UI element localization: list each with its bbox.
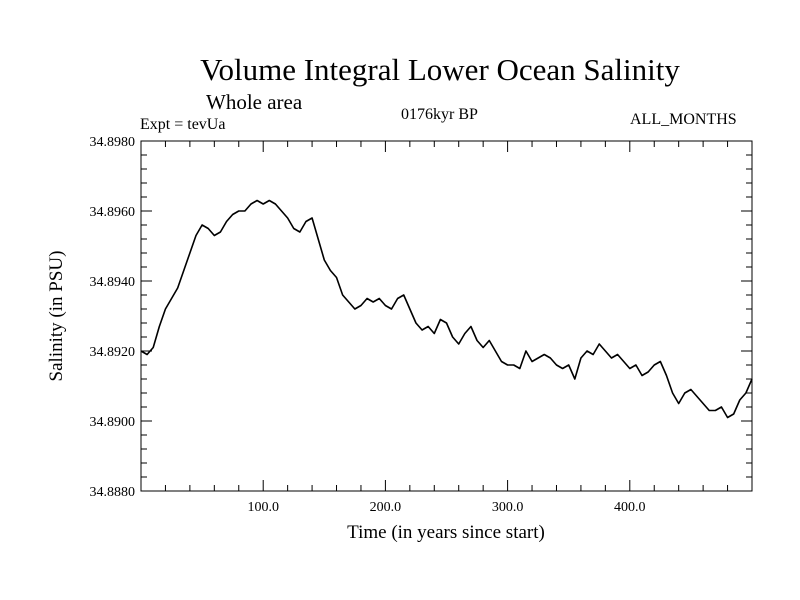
experiment-label: Expt = tevUa [140,116,226,133]
y-tick-label: 34.8920 [90,345,136,360]
plot-frame [140,140,753,492]
period-label: 0176kyr BP [401,106,478,123]
axis-ticks [141,141,752,491]
y-tick-label: 34.8940 [90,275,136,290]
chart-title: Volume Integral Lower Ocean Salinity [200,52,680,87]
x-tick-label: 200.0 [370,500,402,515]
salinity-series-line [140,199,753,419]
y-axis-label: Salinity (in PSU) [46,251,67,382]
months-label: ALL_MONTHS [630,111,737,128]
x-axis-label: Time (in years since start) [347,522,545,543]
chart-subtitle: Whole area [206,90,303,114]
axis-tick-labels: 100.0 200.0 300.0 400.0 34.8880 34.8900 34.892… [90,135,646,515]
y-tick-label: 34.8980 [90,135,136,150]
y-tick-label: 34.8880 [90,485,136,500]
x-tick-label: 400.0 [614,500,646,515]
y-tick-label: 34.8960 [90,205,136,220]
x-tick-label: 300.0 [492,500,524,515]
x-tick-label: 100.0 [247,500,279,515]
y-tick-label: 34.8900 [90,415,136,430]
